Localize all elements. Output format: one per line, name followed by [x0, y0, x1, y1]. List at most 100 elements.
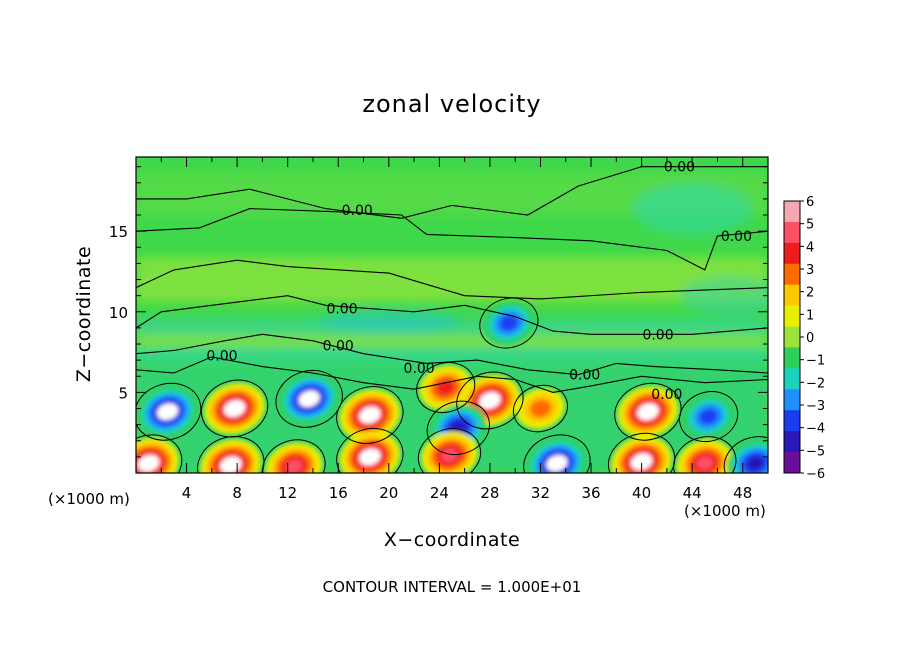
vortex-negative: [482, 301, 535, 346]
contour-labels: 0.00 0.00 0.00 0.00 0.00 0.00 0.00 0.00 0.00 0.00: [206, 160, 752, 403]
contour-line: [614, 382, 682, 441]
vortex-ring: [441, 448, 458, 463]
x-tick-label: 36: [581, 484, 600, 502]
colorbar-tick-label: 2: [806, 286, 814, 301]
plot-area: [136, 157, 768, 473]
y-tick-label: 10: [109, 304, 128, 322]
colorbar-swatch: [784, 431, 800, 453]
colorbar-tick-label: −4: [806, 422, 825, 437]
colorbar-tick-label: 0: [806, 331, 814, 346]
vortex-positive: [676, 439, 733, 473]
x-unit-label-right: (×1000 m): [684, 502, 766, 520]
colorbar-swatch: [784, 368, 800, 390]
velocity-field-features: [136, 301, 768, 473]
contour-line: [723, 436, 768, 473]
contour-line: [136, 166, 768, 219]
contour-label: 0.00: [664, 160, 695, 176]
colorbar-tick-label: −3: [806, 399, 825, 414]
vortex-ring: [747, 456, 764, 471]
contour-interval-note: CONTOUR INTERVAL = 1.000E+01: [323, 578, 582, 596]
contour-label: 0.00: [651, 387, 682, 403]
x-tick-label: 12: [278, 484, 297, 502]
axis-ticks: [136, 157, 768, 473]
contour-label: 0.00: [206, 348, 237, 364]
x-axis-label: X−coordinate: [384, 529, 520, 551]
colorbar-swatch: [784, 242, 800, 265]
contour-line: [136, 208, 768, 271]
vortex-core: [156, 403, 179, 421]
contour-line: [673, 436, 737, 473]
vortex-positive: [339, 389, 401, 441]
contour-line: [136, 356, 768, 393]
vortex-ring: [450, 421, 467, 435]
contour-line: [262, 439, 326, 473]
colorbar-tick-label: 5: [806, 218, 814, 233]
contour-line: [136, 382, 202, 441]
plot-frame: [135, 156, 769, 474]
colorbar-swatch: [784, 410, 800, 432]
field-band: [136, 256, 768, 274]
contour-line: [607, 432, 676, 473]
colorbar-tick-labels: 6 5 4 3 2 1 0 −1 −2 −3 −4 −5 −6: [800, 195, 825, 482]
vortex-ring: [285, 459, 303, 473]
contour-line: [136, 434, 183, 473]
colorbar-swatch: [784, 221, 800, 244]
contour-line: [136, 259, 768, 300]
colorbar-swatch: [784, 389, 800, 411]
contour-line: [197, 436, 265, 473]
contour-line: [416, 362, 476, 414]
vortex-core: [359, 406, 381, 424]
vortex-ring: [529, 399, 552, 418]
contour-line: [136, 333, 768, 376]
vortex-negative: [137, 386, 198, 438]
colorbar-tick-label: 3: [806, 263, 814, 278]
vortex-core: [298, 390, 320, 408]
vortex-positive: [136, 437, 179, 473]
contour-lines: [136, 166, 768, 473]
vortex-positive: [516, 388, 565, 429]
contour-line: [275, 369, 343, 428]
colorbar-swatch: [784, 326, 800, 348]
x-tick-label: 20: [379, 484, 398, 502]
contour-line: [512, 384, 569, 433]
colorbar-swatch: [784, 284, 800, 307]
vortex-ring: [499, 315, 518, 331]
colorbar-swatch: [784, 452, 800, 474]
x-tick-label: 4: [182, 484, 192, 502]
y-tick-label: 5: [118, 384, 128, 402]
x-tick-label: 28: [480, 484, 499, 502]
colorbar-tick-label: −6: [806, 467, 825, 482]
field-band: [136, 334, 768, 348]
vortex-core: [546, 455, 568, 472]
colorbar: 6 5 4 3 2 1 0 −1 −2 −3 −4 −5 −6: [783, 195, 825, 482]
field-band: [136, 273, 768, 303]
field-patch: [680, 275, 768, 316]
x-tick-label: 32: [531, 484, 550, 502]
vortex-positive: [339, 431, 401, 473]
contour-line: [523, 434, 591, 473]
vortex-negative: [279, 373, 340, 425]
contour-line: [417, 428, 482, 473]
vortex-negative: [682, 394, 735, 439]
x-tick-labels: 4 8 12 16 20 24 28 32 36 40 44 48: [182, 484, 752, 502]
x-tick-label: 16: [329, 484, 348, 502]
vortex-core: [637, 403, 659, 421]
vortex-ring: [696, 456, 713, 471]
colorbar-tick-label: −5: [806, 444, 825, 459]
vortex-core: [359, 448, 381, 466]
contour-label: 0.00: [326, 302, 357, 318]
field-band: [136, 347, 768, 364]
vortex-positive: [421, 431, 478, 473]
colorbar-tick-label: 4: [806, 240, 814, 255]
field-patch: [632, 182, 753, 235]
contour-line: [456, 371, 524, 430]
colorbar-swatch: [784, 305, 800, 328]
contour-label: 0.00: [642, 327, 673, 343]
x-unit-label-left: (×1000 m): [48, 490, 130, 508]
colorbar-swatches: [784, 201, 800, 474]
vortex-positive: [204, 383, 265, 434]
contour-line: [336, 386, 404, 444]
vortex-negative: [526, 437, 588, 473]
contour-line: [136, 295, 768, 335]
